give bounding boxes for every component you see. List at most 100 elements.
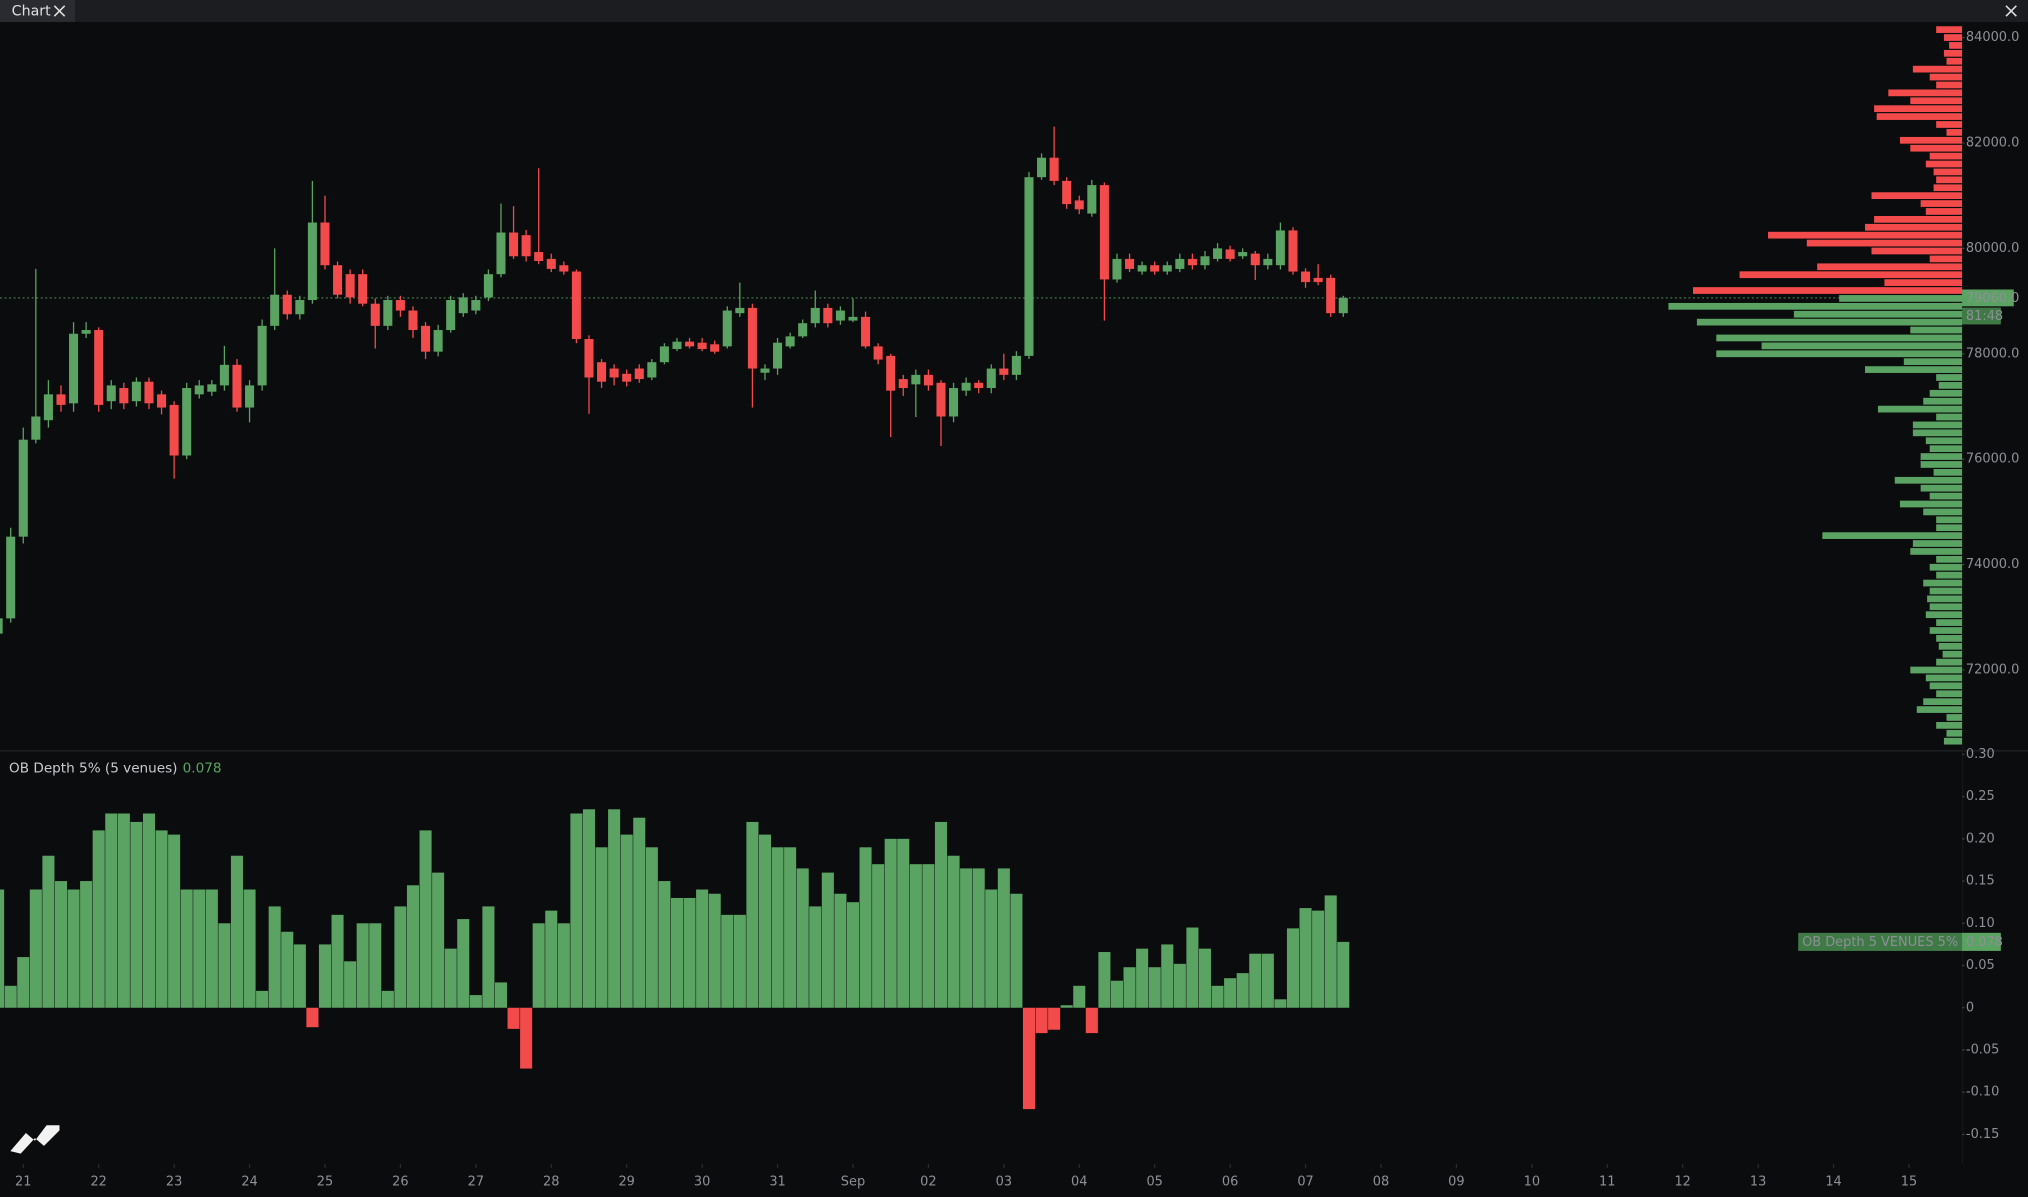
depth-bar [1716, 350, 1963, 358]
candle-body [1099, 185, 1109, 280]
bar [54, 881, 68, 1008]
depth-bar [1871, 192, 1963, 200]
depth-bar [1929, 152, 1963, 160]
candle-body [1011, 355, 1021, 375]
bar [1286, 928, 1300, 1008]
bar [1337, 941, 1350, 1008]
bar [934, 821, 948, 1008]
depth-bar [1923, 508, 1963, 516]
candle-body [647, 362, 657, 378]
candle-body [1288, 230, 1298, 272]
x-tick-label: 25 [317, 1175, 333, 1190]
bar [218, 923, 231, 1008]
bar [947, 855, 960, 1008]
candle-body [559, 265, 569, 272]
bar [293, 944, 306, 1008]
bar [230, 855, 244, 1008]
depth-bar [1822, 532, 1963, 539]
bar [1224, 978, 1237, 1008]
depth-bar [1925, 160, 1963, 168]
candle-body [232, 364, 242, 408]
tab-close-icon[interactable] [53, 5, 66, 17]
depth-bar [1912, 65, 1963, 73]
bar [696, 889, 709, 1008]
bar [595, 847, 608, 1008]
bar [834, 893, 847, 1008]
bar [193, 889, 206, 1008]
x-tick-label: 02 [920, 1175, 936, 1190]
depth-bar [1916, 706, 1963, 713]
bar [771, 847, 784, 1008]
axes: 72000.0 74000.0 76000.0 78000.0 80000.0 82000… [15, 30, 2019, 1190]
y-tick-label: 74000.0 [1966, 557, 2019, 572]
candle-body [785, 336, 795, 347]
candle-body [31, 416, 41, 440]
x-tick-label: 04 [1071, 1175, 1087, 1190]
x-tick-label: 09 [1448, 1175, 1464, 1190]
bar [1048, 1007, 1061, 1030]
bar [997, 868, 1010, 1008]
candle-body [307, 222, 317, 301]
bar [1198, 948, 1212, 1008]
x-tick-label: 29 [618, 1175, 634, 1190]
depth-bar [1696, 318, 1963, 326]
bar [369, 923, 382, 1008]
bar [897, 838, 910, 1008]
bar [1010, 893, 1023, 1008]
depth-bar [1865, 366, 1963, 373]
indicator-name-label: OB Depth 5 VENUES 5% [1802, 935, 1958, 950]
depth-bar [1936, 571, 1963, 579]
candle-body [69, 333, 79, 404]
price-pane [0, 26, 1963, 745]
x-tick-label: 30 [694, 1175, 710, 1190]
bar [708, 893, 721, 1008]
window-close-icon[interactable] [2005, 5, 2017, 17]
depth-bar [1817, 263, 1963, 271]
bar [683, 897, 696, 1008]
candle-body [1074, 200, 1084, 210]
indicator-pane [0, 809, 1350, 1110]
candle-body [119, 388, 129, 404]
bar [1110, 980, 1124, 1008]
bar [1299, 908, 1312, 1008]
depth-bar [1668, 302, 1963, 310]
tab-title[interactable]: Chart [12, 4, 51, 20]
depth-bar [1912, 540, 1963, 547]
candle-body [861, 316, 871, 347]
depth-bar [1943, 737, 1963, 745]
bar [306, 1007, 319, 1028]
candle-body [131, 381, 141, 402]
depth-bar [1874, 215, 1963, 223]
candle-body [333, 265, 343, 295]
y-tick-label: 0.15 [1966, 874, 1995, 889]
y-tick-label: 82000.0 [1966, 135, 2019, 150]
candle-body [56, 394, 66, 405]
candle-body [1225, 249, 1235, 259]
candle-body [697, 342, 707, 350]
candle-body [521, 235, 531, 257]
candle-body [810, 307, 820, 324]
y-tick-label: -0.10 [1966, 1085, 1999, 1100]
candle-body [735, 307, 745, 314]
candle-body [873, 346, 883, 360]
bar [130, 821, 143, 1008]
depth-bar [1903, 358, 1963, 366]
bar [205, 889, 218, 1008]
y-tick-label: 78000.0 [1966, 346, 2019, 361]
depth-bar [1876, 113, 1963, 120]
bar [1022, 1007, 1036, 1110]
candle-body [395, 300, 405, 311]
depth-bar [1910, 326, 1963, 334]
depth-bar [1929, 73, 1963, 81]
candle-body [747, 307, 757, 369]
candle-body [144, 381, 154, 404]
bar [1085, 1007, 1098, 1034]
last-price-label: 79060.0 [1966, 291, 2019, 306]
depth-bar [1936, 658, 1963, 666]
bar [909, 864, 922, 1008]
candle-body [1250, 253, 1260, 266]
bar [821, 872, 834, 1008]
bar [67, 889, 80, 1008]
tab[interactable] [0, 0, 76, 22]
candle-body [773, 342, 783, 369]
